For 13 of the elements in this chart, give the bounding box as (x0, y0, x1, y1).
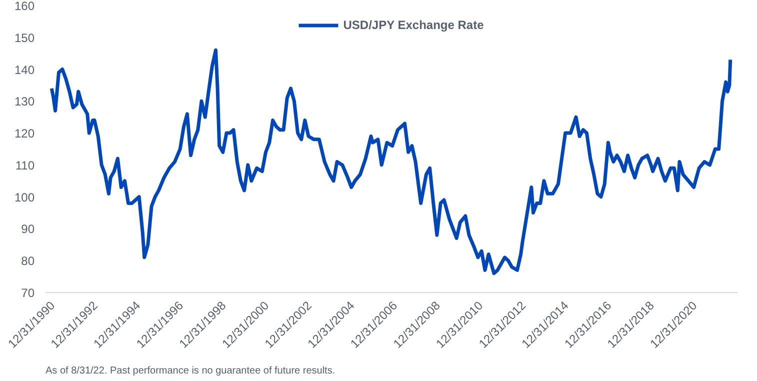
y-tick-label: 100 (14, 190, 35, 204)
y-tick-label: 130 (14, 94, 35, 109)
y-tick-label: 90 (21, 222, 35, 236)
line-series (50, 48, 732, 276)
y-tick-label: 120 (14, 126, 35, 141)
y-tick-label: 140 (14, 62, 35, 77)
y-tick-label: 70 (21, 286, 35, 300)
legend-label: USD/JPY Exchange Rate (343, 18, 484, 32)
y-tick-label: 150 (14, 30, 35, 45)
y-tick-label: 160 (14, 0, 35, 13)
y-tick-label: 80 (21, 254, 35, 268)
y-tick-label: 110 (15, 158, 35, 172)
text: As of 8/31/22. Past performance is no guarantee of future results. (46, 366, 336, 376)
